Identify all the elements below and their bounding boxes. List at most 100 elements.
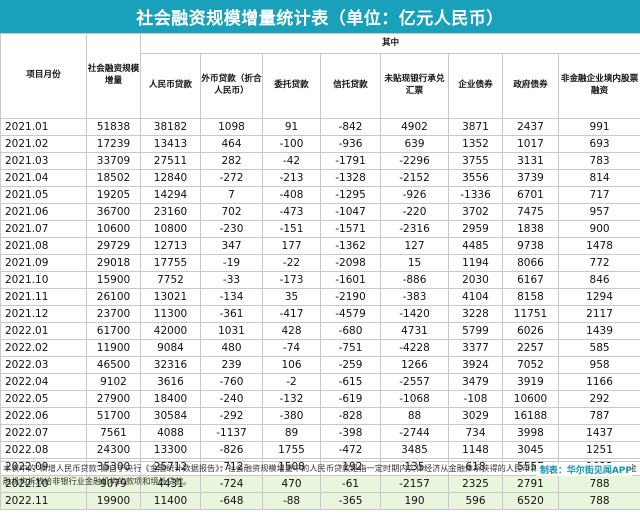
value-cell: 639 xyxy=(380,135,449,153)
value-cell: 814 xyxy=(557,169,640,187)
value-cell: -473 xyxy=(262,203,321,221)
value-cell: 46500 xyxy=(86,356,141,374)
period-cell: 2022.01 xyxy=(0,322,87,340)
value-cell: 1194 xyxy=(448,254,503,272)
value-cell: 3919 xyxy=(502,373,559,391)
value-cell: 23700 xyxy=(86,305,141,323)
value-cell: 6167 xyxy=(502,271,559,289)
value-cell: -1420 xyxy=(380,305,449,323)
value-cell: 10800 xyxy=(140,220,201,238)
value-cell: 38182 xyxy=(140,118,201,136)
value-cell: 8158 xyxy=(502,288,559,306)
value-cell: -259 xyxy=(320,356,381,374)
value-cell: 4902 xyxy=(380,118,449,136)
value-cell: 89 xyxy=(262,424,321,442)
value-cell: 428 xyxy=(262,322,321,340)
value-cell: 17239 xyxy=(86,135,141,153)
value-cell: 7 xyxy=(200,186,263,204)
value-cell: 1294 xyxy=(557,288,640,306)
value-cell: 11300 xyxy=(140,305,201,323)
value-cell: 991 xyxy=(557,118,640,136)
period-cell: 2022.02 xyxy=(0,339,87,357)
table-row: 2022.093530025712-7121508-19213561855571… xyxy=(0,458,640,476)
value-cell: -365 xyxy=(320,492,381,510)
value-cell: 1098 xyxy=(200,118,263,136)
value-cell: -220 xyxy=(380,203,449,221)
value-cell: 10600 xyxy=(502,390,559,408)
table-row: 2022.01 61700 42000 1031 428 -680 4731 5799 6026… xyxy=(0,322,640,340)
value-cell: 19900 xyxy=(86,492,141,510)
period-cell: 2021.10 xyxy=(0,271,87,289)
value-cell: -213 xyxy=(262,169,321,187)
table-row: 2022.11 19900 11400 -648 -88 -365 190 596 6520 78… xyxy=(0,492,640,510)
header-row-sub: 人民币贷款 外币贷款（折合人民币） 委托贷款 信托贷款 未贴现银行承兑汇票 企业… xyxy=(1,53,640,119)
period-cell: 2021.11 xyxy=(0,288,87,306)
value-cell: -1137 xyxy=(200,424,263,442)
header-period: 项目月份 xyxy=(0,33,87,119)
table-row: 2022.08 24300 13300 -826 1755 -472 3485 1148 304… xyxy=(0,441,640,459)
value-cell: 13413 xyxy=(140,135,201,153)
financing-table: 项目月份 社会融资规模增量 其中 人民币贷款 外币贷款（折合人民币） 委托贷款 … xyxy=(0,33,640,510)
value-cell: 3924 xyxy=(448,356,503,374)
value-cell: 1437 xyxy=(557,424,640,442)
value-cell: 464 xyxy=(200,135,263,153)
value-cell: 3739 xyxy=(502,169,559,187)
value-cell: 5799 xyxy=(448,322,503,340)
value-cell: -1601 xyxy=(320,271,381,289)
value-cell: -2152 xyxy=(380,169,449,187)
value-cell: 9102 xyxy=(86,373,141,391)
table-row: 2022.05 27900 18400 -240 -132 -619 -1068 -108 10… xyxy=(0,390,640,408)
period-cell: 2021.07 xyxy=(0,220,87,238)
value-cell: -240 xyxy=(200,390,263,408)
value-cell: -760 xyxy=(200,373,263,391)
period-cell: 2021.05 xyxy=(0,186,87,204)
table-row: 2021.01 51838 38182 1098 91 -842 4902 3871 2437 9… xyxy=(0,118,640,136)
table-row: 2021.03 33709 27511 282 -42 -1791 -2296 3755 313… xyxy=(0,152,640,170)
table-row: 2022.06 51700 30584 -292 -380 -828 88 3029 16188… xyxy=(0,407,640,425)
value-cell: 33709 xyxy=(86,152,141,170)
value-cell: 1838 xyxy=(502,220,559,238)
header-equity-financing: 非金融企业境内股票融资 xyxy=(557,53,640,119)
value-cell: -134 xyxy=(200,288,263,306)
value-cell: 1478 xyxy=(557,237,640,255)
period-cell: 2022.06 xyxy=(0,407,87,425)
value-cell: 2117 xyxy=(557,305,640,323)
value-cell: 11751 xyxy=(502,305,559,323)
period-cell: 2021.06 xyxy=(0,203,87,221)
table-row: 2021.04 18502 12840 -272 -213 -1328 -2152 3556 3… xyxy=(0,169,640,187)
value-cell: -619 xyxy=(320,390,381,408)
value-cell: 772 xyxy=(557,254,640,272)
value-cell: -751 xyxy=(320,339,381,357)
value-cell: 8066 xyxy=(502,254,559,272)
period-cell: 2022.03 xyxy=(0,356,87,374)
value-cell: 702 xyxy=(200,203,263,221)
table-row: 2021.10 15900 7752 -33 -173 -1601 -886 2030 6167… xyxy=(0,271,640,289)
value-cell: 24300 xyxy=(86,441,141,459)
value-cell: 3616 xyxy=(140,373,201,391)
value-cell: 51838 xyxy=(86,118,141,136)
period-cell: 2022.08 xyxy=(0,441,87,459)
value-cell: -42 xyxy=(262,152,321,170)
value-cell: 7052 xyxy=(502,356,559,374)
value-cell: 1017 xyxy=(502,135,559,153)
value-cell: -2316 xyxy=(380,220,449,238)
value-cell: 4731 xyxy=(380,322,449,340)
value-cell: -380 xyxy=(262,407,321,425)
value-cell: -230 xyxy=(200,220,263,238)
period-cell: 2021.08 xyxy=(0,237,87,255)
value-cell: 61700 xyxy=(86,322,141,340)
value-cell: 480 xyxy=(200,339,263,357)
value-cell: 12713 xyxy=(140,237,201,255)
table-row: 2022.07 7561 4088 -1137 89 -398 -2744 734 3998 14… xyxy=(0,424,640,442)
value-cell: 3871 xyxy=(448,118,503,136)
footnote: 本表中的"新增人民币贷款"源自于央行《金融统计数据报告》，社会融资规模增量中的人… xyxy=(3,463,637,486)
value-cell: 16188 xyxy=(502,407,559,425)
value-cell: 1148 xyxy=(448,441,503,459)
value-cell: -826 xyxy=(200,441,263,459)
value-cell: -886 xyxy=(380,271,449,289)
value-cell: 3755 xyxy=(448,152,503,170)
value-cell: 3556 xyxy=(448,169,503,187)
value-cell: 2030 xyxy=(448,271,503,289)
value-cell: -936 xyxy=(320,135,381,153)
period-cell: 2022.05 xyxy=(0,390,87,408)
